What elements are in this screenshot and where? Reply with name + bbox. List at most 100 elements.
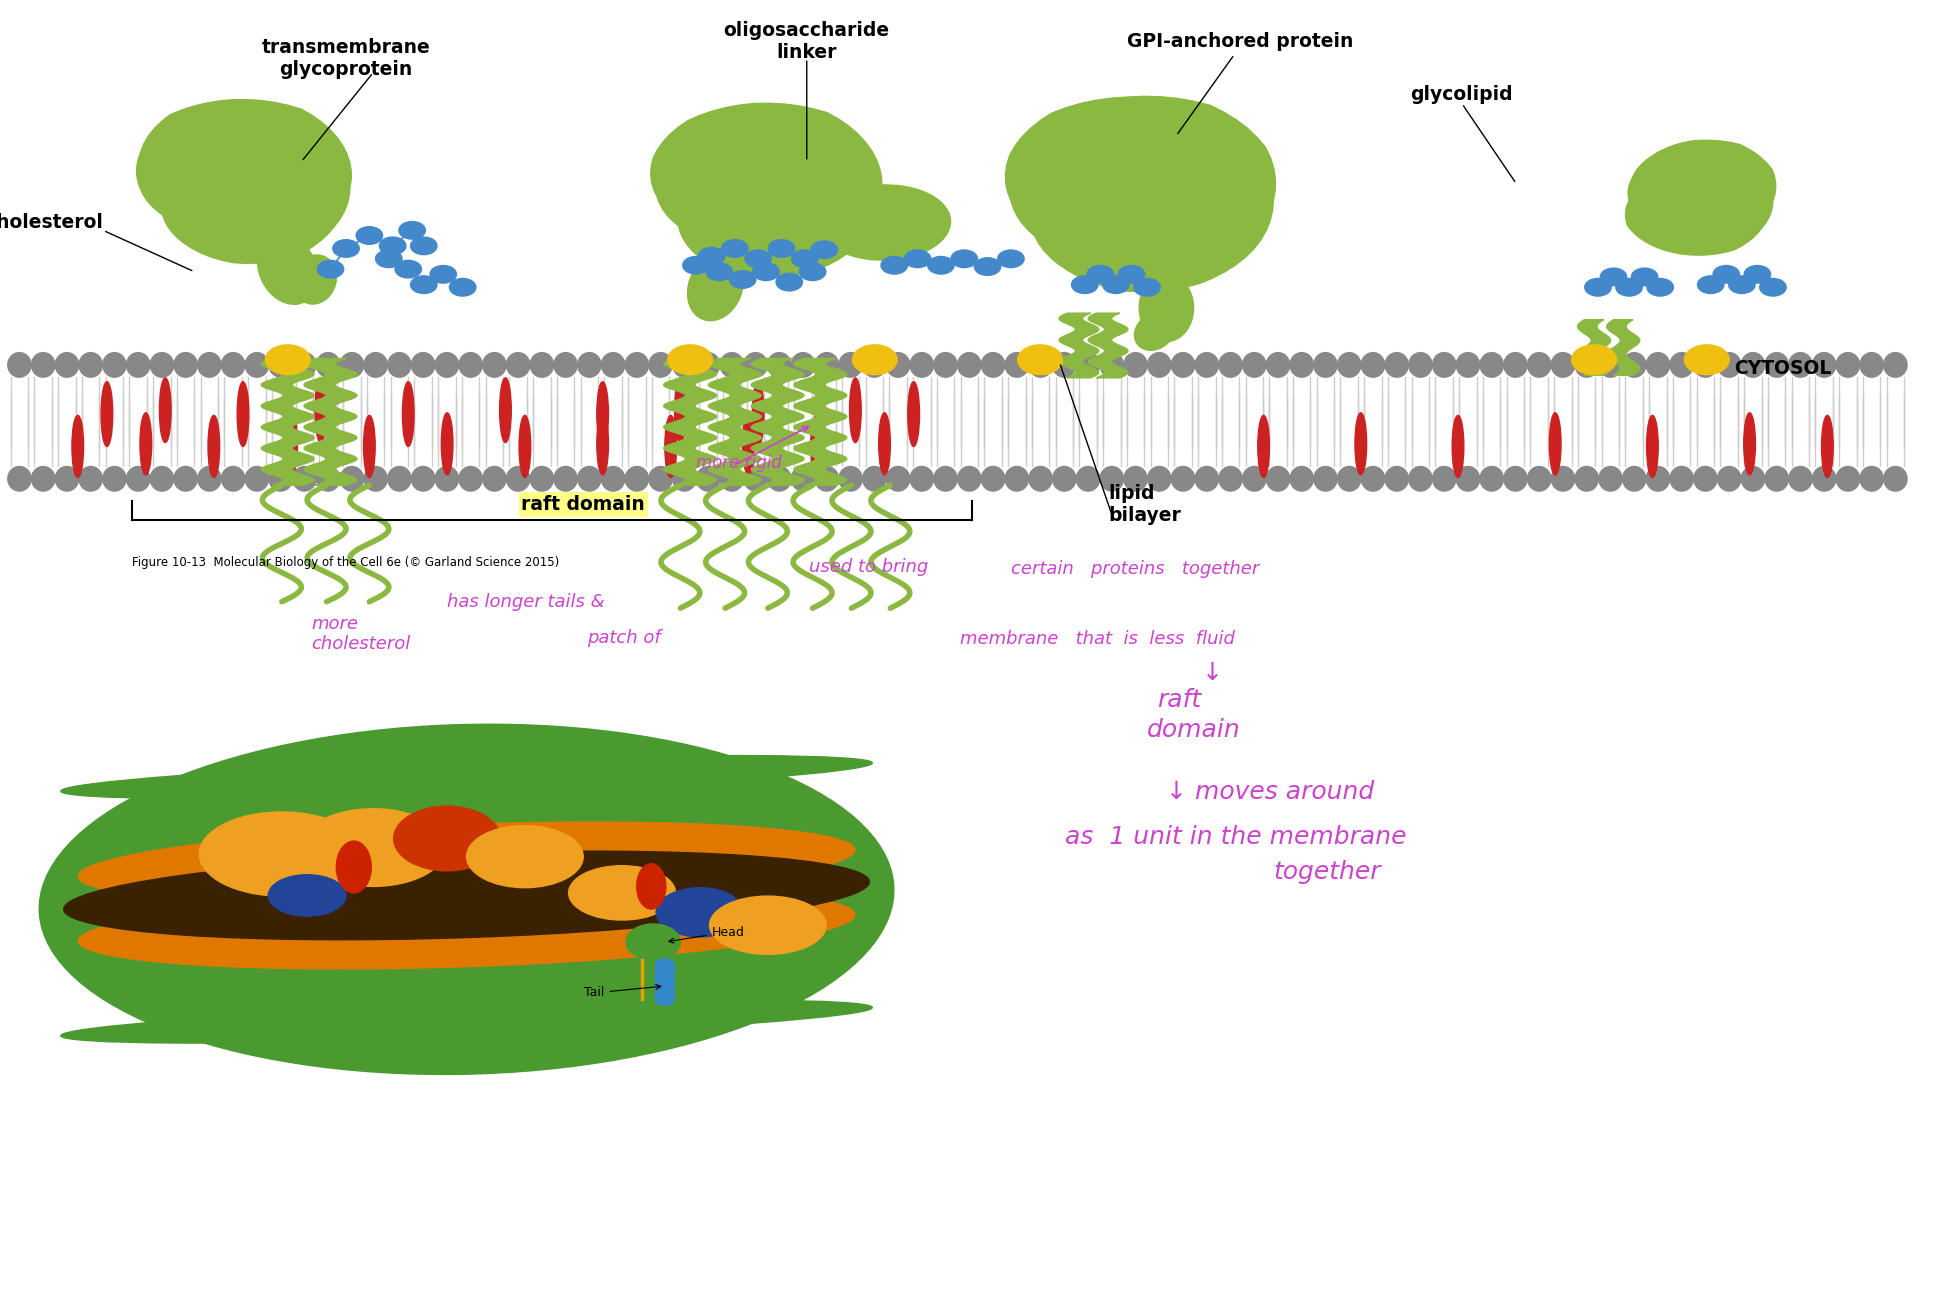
Ellipse shape xyxy=(1551,467,1575,490)
Circle shape xyxy=(655,976,675,989)
Ellipse shape xyxy=(1266,467,1289,490)
Ellipse shape xyxy=(1219,353,1242,378)
Ellipse shape xyxy=(1196,467,1219,490)
Circle shape xyxy=(1744,265,1771,283)
Ellipse shape xyxy=(908,382,920,446)
Ellipse shape xyxy=(245,353,268,378)
Ellipse shape xyxy=(675,378,686,443)
Circle shape xyxy=(1102,276,1129,294)
Ellipse shape xyxy=(1670,353,1693,378)
Ellipse shape xyxy=(159,378,171,443)
Ellipse shape xyxy=(840,467,863,490)
Ellipse shape xyxy=(1242,353,1266,378)
Ellipse shape xyxy=(364,467,387,490)
Ellipse shape xyxy=(301,809,445,886)
Ellipse shape xyxy=(150,353,173,378)
Ellipse shape xyxy=(1052,353,1075,378)
Ellipse shape xyxy=(982,353,1005,378)
Ellipse shape xyxy=(1765,467,1788,490)
Ellipse shape xyxy=(294,467,317,490)
Ellipse shape xyxy=(1077,353,1100,378)
Circle shape xyxy=(410,276,437,294)
Circle shape xyxy=(449,278,476,296)
Ellipse shape xyxy=(39,725,894,1074)
Ellipse shape xyxy=(1717,353,1740,378)
Circle shape xyxy=(752,263,780,281)
Circle shape xyxy=(655,987,675,1000)
Circle shape xyxy=(1647,278,1674,296)
Text: cholesterol: cholesterol xyxy=(0,214,103,232)
Circle shape xyxy=(974,258,1001,276)
Ellipse shape xyxy=(78,822,855,905)
Ellipse shape xyxy=(1479,353,1503,378)
Circle shape xyxy=(799,263,826,281)
Text: CYTOSOL: CYTOSOL xyxy=(1734,360,1831,378)
Ellipse shape xyxy=(482,467,505,490)
Ellipse shape xyxy=(1384,353,1407,378)
Circle shape xyxy=(655,981,675,994)
Ellipse shape xyxy=(1505,467,1528,490)
Ellipse shape xyxy=(791,467,815,490)
Ellipse shape xyxy=(1028,353,1052,378)
Circle shape xyxy=(721,239,748,258)
Polygon shape xyxy=(651,104,883,277)
Ellipse shape xyxy=(103,353,126,378)
Ellipse shape xyxy=(743,413,754,475)
Ellipse shape xyxy=(208,415,220,477)
Ellipse shape xyxy=(1196,353,1219,378)
Ellipse shape xyxy=(441,413,453,475)
Ellipse shape xyxy=(886,353,910,378)
Polygon shape xyxy=(1608,320,1639,375)
Polygon shape xyxy=(663,358,717,485)
Circle shape xyxy=(375,250,402,268)
Ellipse shape xyxy=(54,353,78,378)
Ellipse shape xyxy=(1147,467,1170,490)
Ellipse shape xyxy=(31,353,54,378)
Ellipse shape xyxy=(818,185,951,260)
Text: Tail: Tail xyxy=(585,985,661,999)
Text: has longer tails &: has longer tails & xyxy=(447,593,605,611)
Ellipse shape xyxy=(1314,467,1337,490)
Ellipse shape xyxy=(317,353,340,378)
Ellipse shape xyxy=(412,467,435,490)
Ellipse shape xyxy=(719,353,743,378)
Polygon shape xyxy=(1005,96,1275,291)
Text: patch of: patch of xyxy=(587,629,661,647)
Ellipse shape xyxy=(910,353,933,378)
Ellipse shape xyxy=(1172,353,1196,378)
Ellipse shape xyxy=(554,353,577,378)
Ellipse shape xyxy=(1837,353,1860,378)
Text: more rigid: more rigid xyxy=(696,454,781,472)
Circle shape xyxy=(430,265,457,283)
Circle shape xyxy=(1133,278,1161,296)
Ellipse shape xyxy=(1822,415,1833,477)
Ellipse shape xyxy=(1647,415,1658,477)
Ellipse shape xyxy=(1005,467,1028,490)
Ellipse shape xyxy=(150,467,173,490)
Ellipse shape xyxy=(840,353,863,378)
Ellipse shape xyxy=(1219,467,1242,490)
Ellipse shape xyxy=(696,467,719,490)
Ellipse shape xyxy=(1028,467,1052,490)
Polygon shape xyxy=(708,358,762,485)
Ellipse shape xyxy=(1361,353,1384,378)
Ellipse shape xyxy=(1788,353,1812,378)
Ellipse shape xyxy=(222,467,245,490)
Ellipse shape xyxy=(665,415,677,477)
Circle shape xyxy=(669,345,712,375)
Circle shape xyxy=(399,221,426,239)
Text: ↓ moves around: ↓ moves around xyxy=(1166,780,1374,804)
Ellipse shape xyxy=(531,467,554,490)
Polygon shape xyxy=(303,358,358,485)
Ellipse shape xyxy=(1124,467,1147,490)
Ellipse shape xyxy=(268,467,292,490)
Ellipse shape xyxy=(1744,413,1755,475)
Circle shape xyxy=(1019,345,1061,375)
Ellipse shape xyxy=(958,467,982,490)
Ellipse shape xyxy=(198,467,222,490)
Ellipse shape xyxy=(8,467,31,490)
Ellipse shape xyxy=(768,353,791,378)
Text: oligosaccharide
linker: oligosaccharide linker xyxy=(723,21,890,62)
Ellipse shape xyxy=(958,353,982,378)
Text: as  1 unit in the membrane: as 1 unit in the membrane xyxy=(1065,826,1407,849)
